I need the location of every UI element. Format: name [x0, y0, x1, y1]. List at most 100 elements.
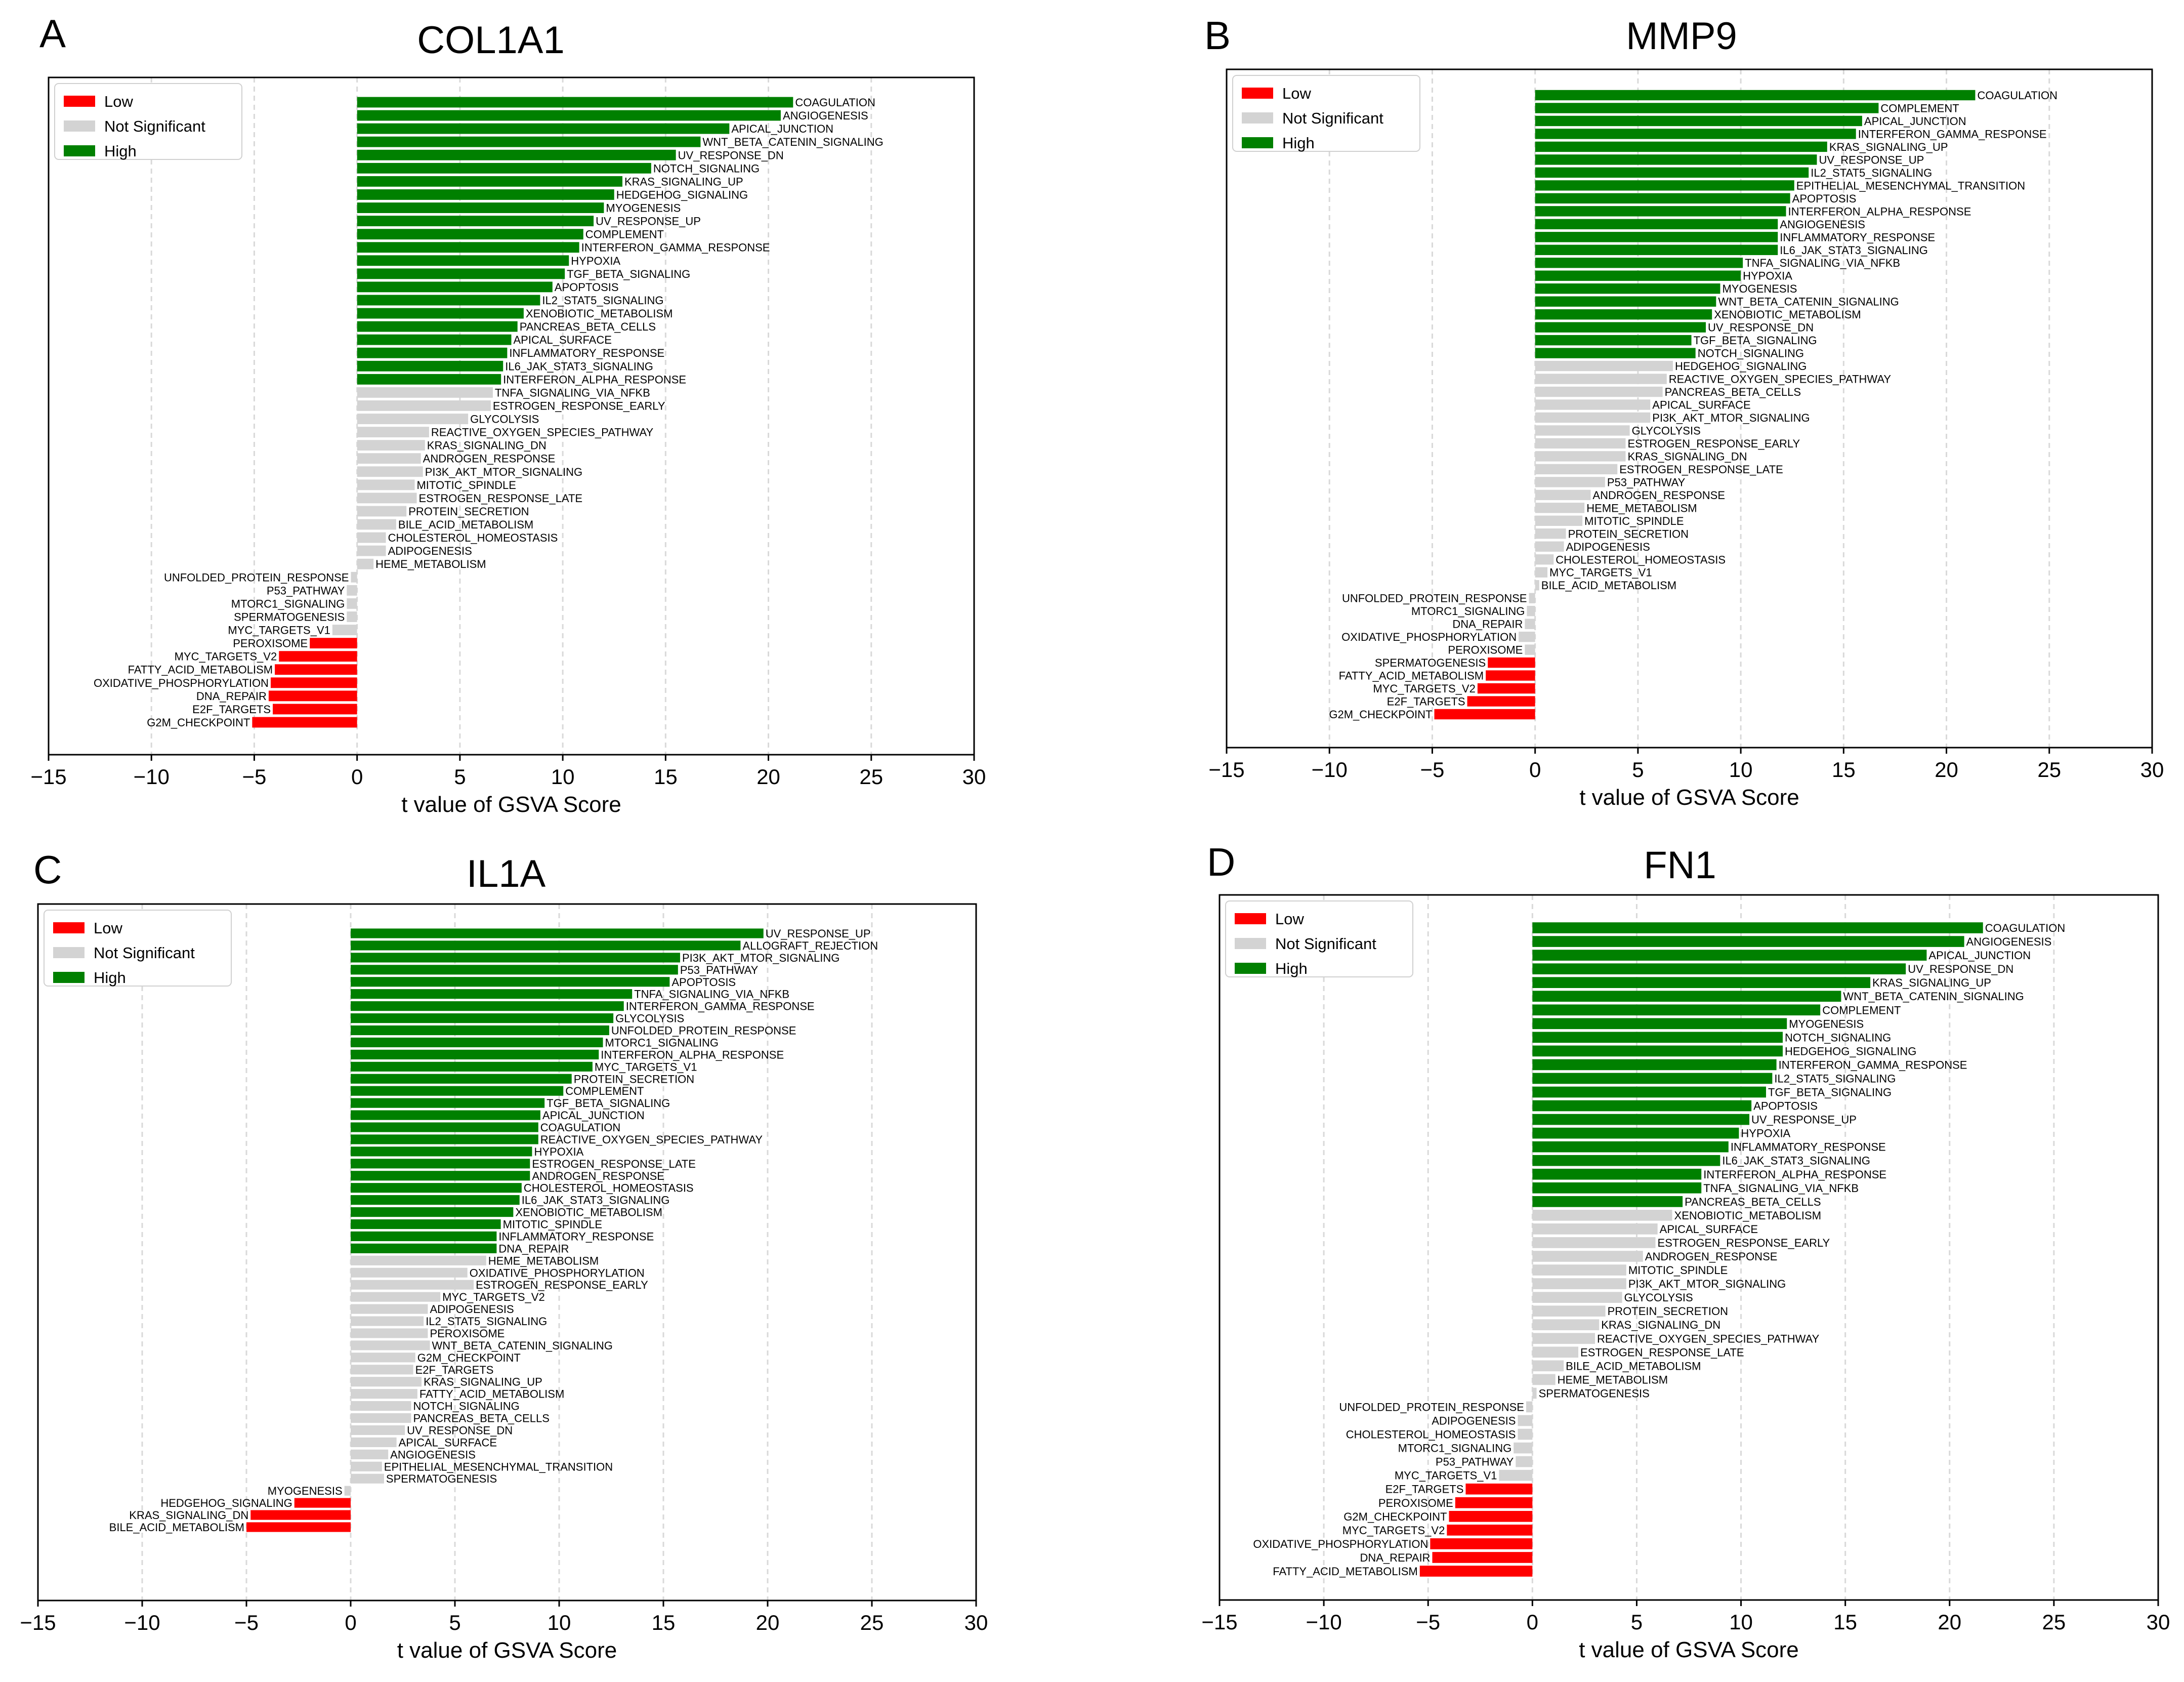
- x-tick-label: 15: [1833, 1610, 1857, 1634]
- bar: [1535, 489, 1591, 501]
- bar: [351, 1122, 538, 1132]
- bar: [357, 558, 374, 569]
- bar-label: TGF_BETA_SIGNALING: [1768, 1086, 1892, 1099]
- bar-label: APICAL_JUNCTION: [1928, 949, 2031, 962]
- bar-label: REACTIVE_OXYGEN_SPECIES_PATHWAY: [1597, 1332, 1820, 1345]
- bar: [351, 940, 741, 951]
- bar: [351, 1316, 424, 1326]
- bar: [351, 1377, 422, 1387]
- bar: [1532, 1100, 1752, 1112]
- bar-label: REACTIVE_OXYGEN_SPECIES_PATHWAY: [431, 426, 654, 439]
- bar: [351, 1340, 430, 1350]
- x-tick-label: 15: [654, 765, 678, 789]
- x-tick-label: 30: [962, 765, 986, 789]
- bar: [1535, 399, 1651, 410]
- bar: [1535, 115, 1862, 127]
- bar: [1532, 1319, 1600, 1331]
- bar-label: FATTY_ACID_METABOLISM: [128, 664, 273, 676]
- bar-label: PROTEIN_SECRETION: [408, 505, 529, 518]
- bar: [357, 321, 518, 332]
- bar: [1516, 1456, 1533, 1467]
- bar: [357, 519, 396, 530]
- bar: [246, 1522, 351, 1532]
- bar-label: HYPOXIA: [571, 255, 620, 267]
- bar: [1535, 90, 1976, 101]
- x-tick-label: 5: [1631, 1610, 1643, 1634]
- bar: [1532, 1223, 1658, 1235]
- x-tick-label: 10: [1729, 1610, 1753, 1634]
- bar: [351, 1098, 545, 1108]
- bar-label: APICAL_SURFACE: [399, 1436, 497, 1449]
- bar-label: WNT_BETA_CATENIN_SIGNALING: [702, 136, 883, 148]
- bar-label: OXIDATIVE_PHOSPHORYLATION: [470, 1266, 645, 1279]
- bar: [351, 1086, 564, 1096]
- bar-label: PROTEIN_SECRETION: [1608, 1305, 1728, 1318]
- x-tick-label: −15: [1208, 758, 1244, 782]
- bar: [294, 1498, 351, 1508]
- bar: [357, 123, 730, 134]
- bar: [1532, 1141, 1729, 1153]
- bar-label: KRAS_SIGNALING_DN: [1628, 450, 1747, 463]
- bar: [1532, 1264, 1626, 1276]
- legend-label: High: [1275, 960, 1308, 977]
- bar: [1449, 1511, 1533, 1522]
- bar: [351, 1146, 532, 1157]
- bar-label: COMPLEMENT: [585, 228, 664, 241]
- bar-label: INTERFERON_GAMMA_RESPONSE: [581, 241, 770, 254]
- bar: [357, 440, 425, 451]
- x-tick-label: 10: [551, 765, 575, 789]
- bar-label: OXIDATIVE_PHOSPHORYLATION: [94, 677, 269, 689]
- bar: [1532, 1168, 1702, 1180]
- bar: [357, 97, 793, 108]
- bar-label: COAGULATION: [795, 96, 875, 109]
- bar-label: ANGIOGENESIS: [783, 109, 868, 122]
- legend-swatch-low: [1235, 913, 1266, 924]
- bar-label: KRAS_SIGNALING_UP: [624, 175, 743, 188]
- bar-label: COAGULATION: [1977, 89, 2057, 102]
- bar: [1535, 141, 1827, 152]
- bar: [1535, 528, 1566, 539]
- bar-label: IL6_JAK_STAT3_SIGNALING: [522, 1194, 670, 1207]
- legend-label: High: [94, 969, 126, 987]
- bar-label: UNFOLDED_PROTEIN_RESPONSE: [164, 571, 349, 584]
- bar-label: INFLAMMATORY_RESPONSE: [498, 1230, 654, 1243]
- bar-label: E2F_TARGETS: [1385, 1483, 1464, 1496]
- bar: [357, 347, 508, 358]
- legend-label: Low: [1282, 85, 1311, 102]
- bar-label: MYOGENESIS: [268, 1485, 343, 1497]
- bar: [351, 1304, 428, 1314]
- bar: [1535, 232, 1778, 242]
- x-tick-label: −10: [1312, 758, 1348, 782]
- bar-label: HYPOXIA: [534, 1145, 583, 1158]
- bar: [1535, 580, 1539, 591]
- bar-label: FATTY_ACID_METABOLISM: [419, 1388, 564, 1401]
- bar-label: TNFA_SIGNALING_VIA_NFKB: [495, 386, 650, 399]
- bar: [1514, 1442, 1533, 1454]
- bar: [1535, 167, 1809, 178]
- x-tick-label: −5: [1416, 1610, 1440, 1634]
- legend-label: Not Significant: [1275, 935, 1376, 953]
- bar: [351, 1013, 614, 1023]
- bar: [344, 1486, 351, 1496]
- bar-label: MYC_TARGETS_V1: [1395, 1469, 1497, 1482]
- bar: [357, 545, 386, 556]
- bar: [1535, 348, 1696, 358]
- legend-label: Not Significant: [94, 944, 195, 962]
- bar-label: APICAL_JUNCTION: [542, 1109, 645, 1122]
- bar: [1532, 1086, 1767, 1098]
- bar-label: IL2_STAT5_SIGNALING: [426, 1315, 547, 1328]
- x-tick-label: 10: [1729, 758, 1753, 782]
- bar-label: INTERFERON_GAMMA_RESPONSE: [626, 1000, 815, 1013]
- bar-label: CHOLESTEROL_HOMEOSTASIS: [1346, 1428, 1516, 1441]
- bar: [1532, 1210, 1672, 1221]
- bar: [357, 176, 622, 187]
- bar-label: MTORC1_SIGNALING: [231, 597, 345, 610]
- bar: [351, 1401, 411, 1411]
- bar-label: EPITHELIAL_MESENCHYMAL_TRANSITION: [384, 1460, 613, 1473]
- bar: [268, 690, 357, 702]
- legend-label: Not Significant: [1282, 109, 1383, 127]
- x-tick-label: 25: [2037, 758, 2061, 782]
- bar: [1535, 503, 1585, 513]
- bar-label: KRAS_SIGNALING_UP: [424, 1376, 542, 1388]
- bar-label: MYC_TARGETS_V1: [1549, 566, 1652, 579]
